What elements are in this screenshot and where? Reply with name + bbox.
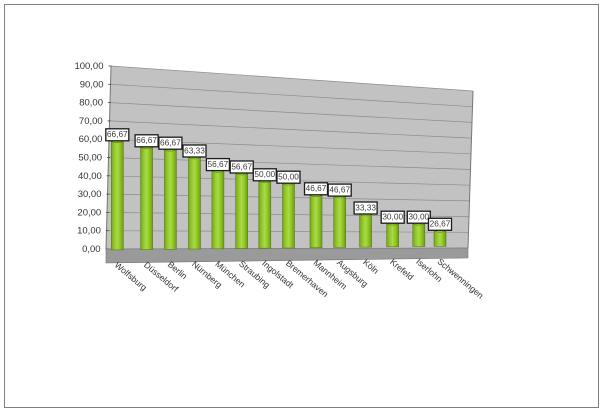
- svg-text:20,00: 20,00: [77, 207, 101, 218]
- svg-text:56,67: 56,67: [208, 159, 229, 169]
- svg-text:66,67: 66,67: [136, 135, 157, 145]
- svg-text:10,00: 10,00: [77, 226, 101, 237]
- svg-text:66,67: 66,67: [107, 129, 128, 139]
- svg-text:50,00: 50,00: [78, 153, 102, 164]
- svg-text:70,00: 70,00: [79, 116, 103, 127]
- svg-text:33,33: 33,33: [355, 202, 376, 212]
- svg-text:90,00: 90,00: [80, 79, 104, 90]
- svg-text:50,00: 50,00: [254, 169, 275, 179]
- svg-text:46,67: 46,67: [306, 183, 327, 193]
- svg-text:46,67: 46,67: [329, 184, 350, 194]
- svg-text:100,00: 100,00: [74, 61, 103, 72]
- svg-text:56,67: 56,67: [231, 161, 252, 171]
- svg-text:30,00: 30,00: [78, 189, 102, 200]
- svg-text:Krefeld: Krefeld: [388, 257, 416, 282]
- svg-text:66,67: 66,67: [160, 138, 181, 148]
- svg-text:40,00: 40,00: [78, 171, 102, 182]
- svg-text:63,33: 63,33: [184, 145, 205, 155]
- svg-text:30,00: 30,00: [408, 212, 429, 222]
- svg-text:Schwenningen: Schwenningen: [435, 256, 485, 300]
- svg-text:0,00: 0,00: [82, 244, 101, 255]
- svg-text:30,00: 30,00: [382, 212, 403, 222]
- svg-text:26,67: 26,67: [430, 219, 451, 229]
- svg-text:60,00: 60,00: [79, 134, 103, 145]
- svg-text:80,00: 80,00: [79, 98, 103, 109]
- svg-text:Köln: Köln: [361, 257, 381, 276]
- svg-text:50,00: 50,00: [278, 172, 299, 182]
